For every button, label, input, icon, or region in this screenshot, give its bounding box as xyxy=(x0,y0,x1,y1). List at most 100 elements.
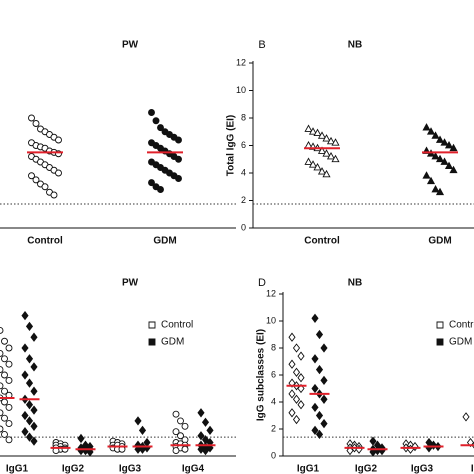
data-point xyxy=(5,376,13,384)
data-point xyxy=(297,383,305,394)
data-point xyxy=(426,176,436,185)
data-point xyxy=(426,127,436,135)
data-point xyxy=(32,176,40,184)
data-point xyxy=(331,138,340,146)
legend-label: GDM xyxy=(449,337,472,348)
x-tick-label: Control xyxy=(27,236,63,247)
data-point xyxy=(175,136,182,144)
data-point xyxy=(311,354,319,364)
panel: NB D 0 2 4 6 8 10 12 IgG subclasses (EI) IgG1 IgG2 I… xyxy=(256,277,474,474)
data-point xyxy=(5,344,13,352)
data-point xyxy=(30,362,38,372)
data-point xyxy=(440,138,449,146)
data-point xyxy=(304,157,313,165)
data-point xyxy=(436,321,444,329)
panel-title: NB xyxy=(348,278,362,289)
data-point xyxy=(157,186,164,193)
data-point xyxy=(322,169,331,178)
data-point xyxy=(5,360,13,368)
data-point xyxy=(177,432,184,440)
data-point xyxy=(311,313,319,323)
data-point xyxy=(1,387,8,395)
data-point xyxy=(1,355,8,363)
data-point xyxy=(206,425,214,435)
data-point xyxy=(197,408,205,418)
data-point xyxy=(331,154,340,163)
x-tick-label: Control xyxy=(304,236,340,247)
data-point xyxy=(197,444,205,454)
data-point xyxy=(308,160,318,168)
data-point xyxy=(152,117,160,125)
data-point xyxy=(320,394,328,404)
data-point xyxy=(444,161,454,169)
data-point xyxy=(138,425,147,435)
data-point xyxy=(30,386,38,396)
data-point xyxy=(55,136,62,144)
data-point xyxy=(322,149,331,157)
data-point xyxy=(138,444,147,454)
x-tick-label: IgG1 xyxy=(297,464,320,474)
legend-label: GDM xyxy=(161,337,184,348)
data-point xyxy=(0,327,4,334)
x-tick-label: IgG4 xyxy=(182,464,205,474)
y-tick-label: 12 xyxy=(236,57,246,67)
data-point xyxy=(32,120,40,127)
legend-label: Control xyxy=(161,320,193,331)
data-point xyxy=(30,436,38,446)
data-point xyxy=(317,131,327,139)
data-point xyxy=(322,134,331,142)
data-point xyxy=(435,135,445,143)
y-tick-label: 6 xyxy=(241,140,246,150)
data-point xyxy=(315,429,324,440)
data-point xyxy=(28,172,35,180)
data-point xyxy=(177,417,184,425)
panel: NB B 0 2 4 6 8 10 12 Total IgG (EI) Control GDM xyxy=(226,39,474,247)
data-point xyxy=(172,428,180,436)
data-point xyxy=(288,408,296,418)
data-point xyxy=(297,373,305,383)
y-tick-label: 2 xyxy=(241,195,246,205)
y-tick-label: 12 xyxy=(266,288,276,298)
x-tick-label: IgG2 xyxy=(355,464,378,474)
y-tick-label: 0 xyxy=(241,222,246,232)
x-tick-label: IgG4 xyxy=(471,464,474,474)
data-point xyxy=(5,403,13,411)
data-point xyxy=(422,123,431,131)
data-point xyxy=(25,321,34,332)
data-point xyxy=(320,343,328,353)
y-tick-label: 4 xyxy=(271,396,276,406)
data-point xyxy=(148,179,155,187)
data-point xyxy=(320,375,328,386)
data-point xyxy=(288,389,296,399)
data-point xyxy=(30,421,38,431)
data-point xyxy=(172,447,180,455)
data-point xyxy=(148,321,156,329)
data-point xyxy=(315,364,324,375)
y-tick-label: 2 xyxy=(271,423,276,433)
y-tick-label: 10 xyxy=(236,85,246,95)
data-point xyxy=(25,354,34,364)
data-point xyxy=(422,171,431,179)
data-point xyxy=(311,383,319,394)
data-point xyxy=(292,394,301,404)
data-point xyxy=(449,143,458,152)
data-point xyxy=(77,433,85,444)
data-point xyxy=(292,414,301,425)
data-point xyxy=(1,371,8,379)
x-tick-label: GDM xyxy=(153,236,176,247)
data-point xyxy=(308,127,318,135)
x-tick-label: IgG2 xyxy=(62,464,85,474)
data-point xyxy=(55,169,62,177)
data-point xyxy=(311,402,319,413)
data-point xyxy=(288,359,296,369)
data-point xyxy=(315,410,324,421)
x-tick-label: IgG3 xyxy=(119,464,142,474)
data-point xyxy=(134,416,142,426)
data-point xyxy=(444,140,454,149)
data-point xyxy=(157,124,164,132)
data-point xyxy=(0,425,4,433)
x-tick-label: IgG3 xyxy=(411,464,434,474)
y-tick-label: 10 xyxy=(266,315,276,325)
data-point xyxy=(175,175,182,182)
data-point xyxy=(30,405,38,415)
